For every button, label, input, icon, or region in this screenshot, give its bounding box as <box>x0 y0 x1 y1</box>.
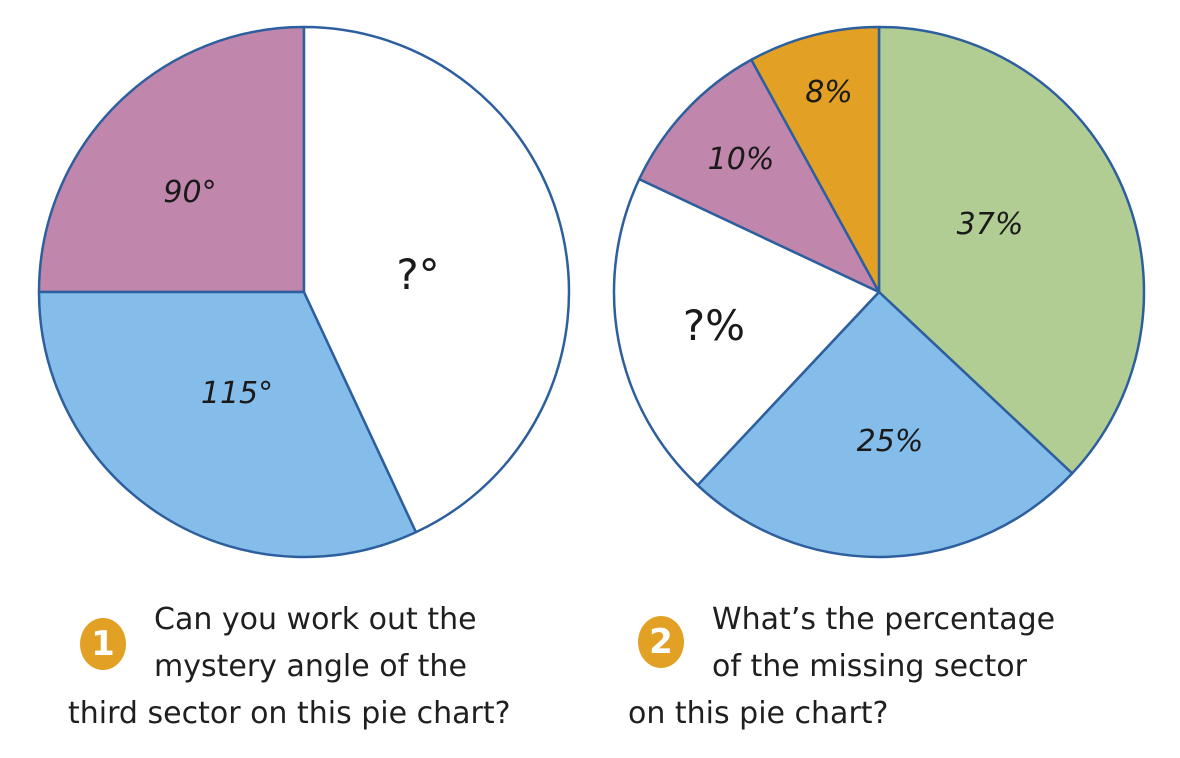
pie-slice <box>877 25 1146 475</box>
question-number-badge: 1 <box>80 618 126 670</box>
slice-label: ?% <box>683 301 745 350</box>
slice-label: ?° <box>396 250 439 299</box>
slice-label: 8% <box>805 75 853 110</box>
slice-label: 10% <box>708 142 775 177</box>
pie-slice <box>302 25 571 534</box>
question-line: of the missing sector <box>712 649 1027 684</box>
question-2: 2 What’s the percentage of the missing s… <box>628 596 1098 737</box>
question-line: on this pie chart? <box>628 696 889 731</box>
pie-chart-2: 37% 25%?% 10% 8% <box>612 25 1146 559</box>
question-line: mystery angle of the <box>154 649 467 684</box>
question-line: Can you work out the <box>154 602 477 637</box>
pie-chart-1: 90° 115° ?° <box>37 25 571 559</box>
question-line: What’s the percentage <box>712 602 1056 637</box>
slice-label: 37% <box>957 207 1024 242</box>
pie-slice <box>637 58 881 294</box>
slice-label: 25% <box>857 424 924 459</box>
pie-slice <box>696 290 1074 559</box>
pie-slice <box>37 25 306 294</box>
question-line: third sector on this pie chart? <box>68 696 511 731</box>
pie-slice <box>612 177 881 487</box>
slice-label: 115° <box>201 376 273 411</box>
slice-label: 90° <box>163 175 216 210</box>
question-number-badge: 2 <box>638 616 684 668</box>
pie-slice <box>37 290 418 559</box>
pie-slice <box>750 25 881 294</box>
question-1: 1 Can you work out the mystery angle of … <box>68 596 538 737</box>
